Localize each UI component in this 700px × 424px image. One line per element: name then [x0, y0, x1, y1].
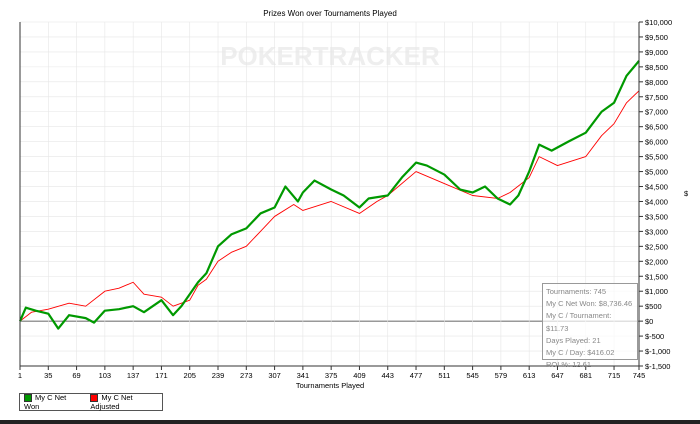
- x-tick-label: 409: [353, 371, 366, 380]
- y-tick-label: $8,000: [645, 78, 668, 87]
- x-tick-label: 103: [99, 371, 112, 380]
- legend-label: My C Net Adjusted: [90, 393, 133, 412]
- x-tick-label: 443: [381, 371, 394, 380]
- x-tick-label: 69: [72, 371, 80, 380]
- y-tick-label: $1,500: [645, 272, 668, 281]
- legend-swatch-red: [90, 394, 99, 403]
- y-tick-label: $6,000: [645, 138, 668, 147]
- x-tick-label: 375: [325, 371, 338, 380]
- y-tick-label: $500: [645, 302, 662, 311]
- x-tick-label: 273: [240, 371, 253, 380]
- x-tick-label: 477: [410, 371, 423, 380]
- x-tick-label: 745: [633, 371, 646, 380]
- stats-box: Tournaments: 745 My C Net Won: $8,736.46…: [542, 283, 638, 369]
- y-tick-label: $9,500: [645, 33, 668, 42]
- x-axis-label: Tournaments Played: [296, 381, 364, 390]
- legend-item-net-adjusted[interactable]: My C Net Adjusted: [90, 393, 162, 411]
- y-tick-label: $4,500: [645, 183, 668, 192]
- stat-per-day: My C / Day: $416.02: [546, 348, 615, 358]
- x-tick-label: 239: [212, 371, 225, 380]
- y-tick-label: $9,000: [645, 48, 668, 57]
- y-tick-label: $2,000: [645, 257, 668, 266]
- y-tick-label: $7,500: [645, 93, 668, 102]
- y-tick-label: $2,500: [645, 242, 668, 251]
- y-tick-label: $1,000: [645, 287, 668, 296]
- legend-label: My C Net Won: [24, 393, 67, 412]
- series-line-my-c-net-adjusted: [19, 90, 640, 322]
- stat-days: Days Played: 21: [546, 335, 601, 345]
- stat-per-tournament: My C / Tournament: $11.73: [546, 311, 612, 333]
- x-tick-label: 579: [495, 371, 508, 380]
- x-tick-label: 307: [268, 371, 281, 380]
- y-tick-label: $10,000: [645, 18, 672, 27]
- stat-roi: ROI %: 12.61: [546, 360, 592, 370]
- y-tick-label: $3,000: [645, 227, 668, 236]
- y-tick-label: $-500: [645, 332, 664, 341]
- stat-tournaments: Tournaments: 745: [546, 287, 607, 296]
- y-tick-label: $5,500: [645, 153, 668, 162]
- y-tick-label: $-1,000: [645, 347, 670, 356]
- y-axis-label: $: [684, 189, 689, 198]
- y-tick-label: $7,000: [645, 108, 668, 117]
- x-tick-label: 137: [127, 371, 140, 380]
- y-tick-label: $4,000: [645, 197, 668, 206]
- x-tick-label: 681: [579, 371, 592, 380]
- x-tick-label: 1: [18, 371, 22, 380]
- x-tick-label: 545: [466, 371, 479, 380]
- y-tick-label: $5,000: [645, 168, 668, 177]
- y-tick-label: $3,500: [645, 212, 668, 221]
- watermark-logo: POKERTRACKER: [220, 41, 440, 71]
- x-tick-label: 171: [155, 371, 168, 380]
- chart-title: Prizes Won over Tournaments Played: [263, 9, 397, 18]
- legend-swatch-green: [24, 394, 32, 403]
- legend-item-net-won[interactable]: My C Net Won: [24, 393, 82, 411]
- x-tick-label: 715: [608, 371, 621, 380]
- x-tick-label: 35: [44, 371, 52, 380]
- y-tick-label: $6,500: [645, 123, 668, 132]
- x-tick-label: 205: [183, 371, 196, 380]
- x-tick-label: 647: [551, 371, 564, 380]
- y-tick-label: $0: [645, 317, 653, 326]
- x-tick-label: 341: [297, 371, 310, 380]
- y-tick-label: $-1,500: [645, 362, 670, 371]
- stat-net-won: My C Net Won: $8,736.46: [546, 299, 633, 309]
- legend: My C Net Won My C Net Adjusted: [19, 393, 163, 411]
- bottom-border: [0, 420, 700, 424]
- series-line-my-c-net-won: [18, 60, 640, 330]
- y-tick-label: $8,500: [645, 63, 668, 72]
- x-tick-label: 613: [523, 371, 536, 380]
- x-tick-label: 511: [438, 371, 450, 380]
